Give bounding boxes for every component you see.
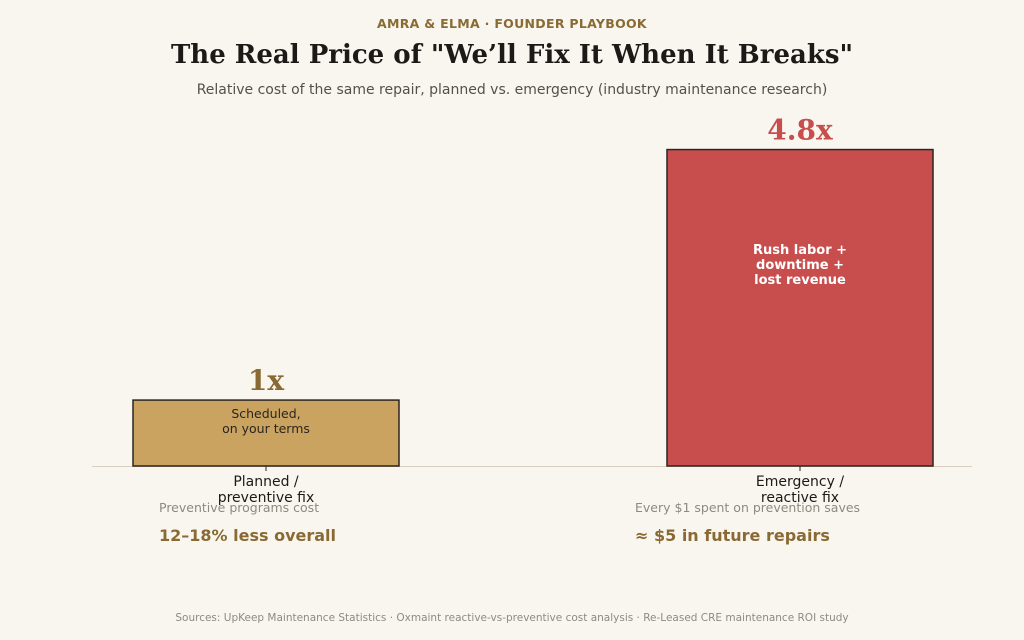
bar-1 <box>132 399 400 467</box>
eyebrow-label: AMRA & ELMA · FOUNDER PLAYBOOK <box>377 16 647 31</box>
chart-title: The Real Price of "We’ll Fix It When It … <box>170 40 854 70</box>
bar-annotation-2-line-1: Rush labor + <box>753 243 847 258</box>
bar-2 <box>666 148 934 467</box>
bar-annotation-2-line-3: lost revenue <box>754 273 846 288</box>
bar-annotation-1-line-1: Scheduled, <box>231 406 300 421</box>
note-label-preventive: Preventive programs cost <box>159 500 320 515</box>
category-label-2-line-2: reactive fix <box>761 490 839 506</box>
bar-annotation-1-line-2: on your terms <box>222 421 310 436</box>
note-label-emergency: Every $1 spent on prevention saves <box>635 500 861 515</box>
value-label-2: 4.8x <box>767 114 833 147</box>
chart-subtitle: Relative cost of the same repair, planne… <box>196 82 828 98</box>
category-label-1-line-1: Planned / <box>233 474 299 490</box>
category-label-1-line-2: preventive fix <box>218 490 315 506</box>
note-value-preventive: 12–18% less overall <box>159 526 337 545</box>
category-label-2-line-1: Emergency / <box>756 474 844 490</box>
value-label-1: 1x <box>248 364 284 397</box>
bar-annotation-2-line-2: downtime + <box>756 258 844 273</box>
note-value-emergency: ≈ $5 in future repairs <box>635 526 830 545</box>
sources-footnote: Sources: UpKeep Maintenance Statistics ·… <box>175 612 849 624</box>
